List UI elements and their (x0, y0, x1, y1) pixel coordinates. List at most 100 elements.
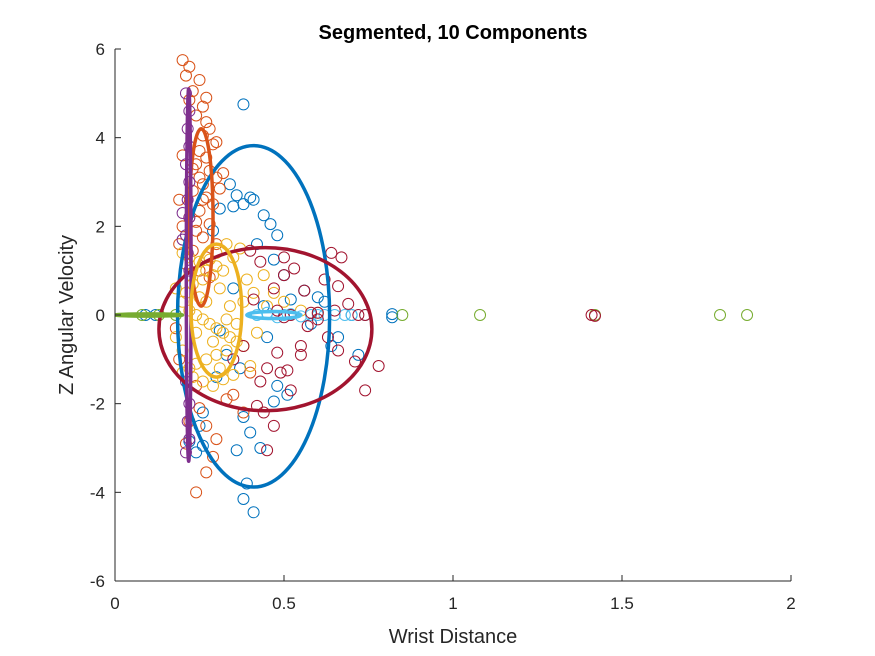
data-point-darkred-20 (257, 406, 270, 419)
data-point-yellow-39 (257, 269, 270, 282)
data-point-orange-8 (200, 116, 213, 129)
data-point-darkred-16 (271, 346, 284, 359)
data-point-yellow-35 (250, 326, 263, 339)
data-point-orange-52 (179, 437, 192, 450)
data-point-blue-25 (230, 444, 243, 457)
data-point-blue-39 (190, 446, 203, 459)
data-point-orange-2 (179, 69, 192, 82)
data-point-darkred-33 (298, 284, 311, 297)
data-point-yellow-55 (213, 362, 226, 375)
data-point-orange-51 (190, 486, 203, 499)
data-point-orange-13 (200, 151, 213, 164)
data-point-blue-8 (271, 229, 284, 242)
data-point-orange-1 (183, 60, 196, 73)
data-point-blue-36 (196, 406, 209, 419)
data-point-darkred-29 (288, 262, 301, 275)
data-point-darkred-28 (278, 269, 290, 282)
data-point-yellow-33 (227, 368, 240, 381)
data-point-green-4 (474, 309, 487, 321)
data-point-orange-38 (210, 136, 223, 149)
data-point-blue-6 (257, 209, 270, 222)
y-tick-label: 4 (96, 129, 105, 148)
data-point-blue-33 (227, 282, 240, 295)
component-ellipse-lightblue (245, 309, 303, 321)
data-point-darkred-24 (274, 366, 287, 379)
data-point-blue-3 (237, 198, 250, 211)
data-point-darkred-8 (311, 313, 324, 326)
data-point-blue-21 (271, 379, 284, 392)
data-point-yellow-9 (207, 269, 220, 282)
component-ellipse-darkred (157, 245, 374, 413)
data-point-yellow-38 (240, 273, 253, 286)
data-point-darkred-6 (352, 309, 365, 321)
data-point-lightblue-10 (338, 309, 351, 321)
data-point-blue-16 (325, 340, 338, 353)
axes: 0 0.5 1 1.5 2 -6 -4 -2 0 2 4 6 (90, 40, 796, 613)
data-point-darkred-32 (254, 255, 267, 268)
data-point-darkred-17 (261, 362, 274, 375)
data-point-yellow-58 (220, 313, 233, 326)
data-point-darkred-25 (281, 364, 294, 377)
data-point-darkred-22 (267, 419, 280, 432)
y-axis-label: Z Angular Velocity (56, 235, 78, 395)
data-point-blue-22 (281, 388, 294, 401)
y-tick-label: -6 (90, 572, 105, 591)
data-point-yellow-41 (278, 295, 290, 308)
data-point-darkred-30 (278, 251, 290, 264)
chart-title: Segmented, 10 Components (319, 22, 588, 44)
data-point-yellow-17 (203, 317, 216, 330)
data-point-blue-9 (227, 200, 240, 213)
data-point-orange-42 (193, 171, 206, 184)
data-point-purple-17 (179, 446, 192, 459)
data-point-blue-45 (311, 291, 324, 304)
data-point-darkred-1 (335, 251, 348, 264)
data-point-blue-15 (332, 331, 345, 344)
data-point-blue-27 (237, 492, 250, 505)
data-point-green-7 (741, 309, 754, 321)
data-point-green-3 (396, 309, 409, 321)
data-point-yellow-24 (210, 348, 223, 361)
data-point-yellow-37 (247, 286, 260, 299)
data-point-yellow-49 (207, 335, 220, 348)
data-point-yellow-19 (217, 326, 230, 339)
y-tick-label: -2 (90, 395, 105, 414)
data-point-blue-24 (237, 410, 250, 423)
data-point-orange-47 (200, 419, 213, 432)
data-point-orange-56 (244, 366, 257, 379)
data-point-darkred-43 (247, 293, 260, 306)
y-tick-label: 2 (96, 217, 105, 236)
data-point-blue-41 (213, 324, 226, 337)
data-point-orange-3 (193, 74, 206, 87)
data-point-darkred-21 (261, 444, 274, 457)
data-point-darkred-38 (284, 309, 297, 321)
component-ellipse-purple (184, 87, 193, 464)
data-point-darkred-26 (294, 348, 307, 361)
data-point-blue-28 (247, 506, 260, 519)
data-point-blue-7 (264, 218, 277, 231)
data-point-yellow-18 (210, 322, 223, 335)
data-point-orange-55 (227, 388, 240, 401)
x-axis-label: Wrist Distance (389, 626, 518, 648)
data-point-yellow-34 (244, 359, 257, 372)
x-tick-label: 1 (448, 594, 457, 613)
data-point-orange-35 (173, 193, 186, 206)
data-point-orange-4 (186, 85, 199, 98)
y-tick-label: 0 (96, 306, 105, 325)
data-point-darkred-40 (588, 309, 601, 322)
x-tick-label: 1.5 (610, 594, 634, 613)
data-point-yellow-51 (223, 300, 236, 313)
data-point-lightblue-11 (345, 309, 358, 321)
data-point-yellow-40 (267, 286, 280, 299)
data-point-orange-6 (196, 100, 209, 113)
data-point-blue-5 (247, 193, 260, 206)
data-point-yellow-16 (196, 313, 209, 326)
data-point-blue-29 (254, 442, 267, 454)
data-point-orange-23 (203, 218, 216, 231)
data-point-yellow-20 (223, 331, 236, 344)
data-point-blue-0 (237, 98, 250, 111)
data-point-darkred-9 (301, 320, 314, 333)
data-point-blue-34 (220, 348, 233, 361)
data-point-darkred-4 (342, 297, 355, 310)
data-point-blue-47 (261, 331, 274, 344)
data-point-darkred-12 (348, 355, 361, 368)
